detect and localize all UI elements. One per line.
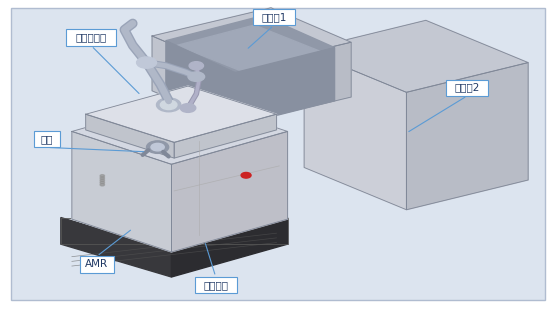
Polygon shape bbox=[72, 131, 171, 252]
FancyBboxPatch shape bbox=[195, 277, 237, 293]
Polygon shape bbox=[304, 50, 406, 210]
Polygon shape bbox=[61, 218, 171, 277]
Polygon shape bbox=[166, 16, 335, 73]
Circle shape bbox=[188, 72, 205, 81]
Polygon shape bbox=[72, 99, 288, 164]
Circle shape bbox=[180, 104, 196, 112]
Circle shape bbox=[156, 98, 181, 112]
Polygon shape bbox=[235, 48, 335, 126]
Circle shape bbox=[137, 57, 156, 68]
Polygon shape bbox=[177, 25, 324, 73]
Polygon shape bbox=[86, 86, 276, 142]
FancyBboxPatch shape bbox=[34, 131, 60, 147]
Text: 原料框2: 原料框2 bbox=[455, 83, 480, 93]
Text: 成品料框: 成品料框 bbox=[203, 280, 228, 290]
Polygon shape bbox=[171, 131, 288, 252]
Text: 协作机器人: 协作机器人 bbox=[76, 33, 107, 43]
Circle shape bbox=[100, 181, 105, 184]
Polygon shape bbox=[406, 63, 528, 210]
FancyBboxPatch shape bbox=[446, 80, 488, 96]
FancyBboxPatch shape bbox=[11, 8, 545, 300]
Polygon shape bbox=[86, 114, 174, 158]
Polygon shape bbox=[174, 114, 276, 158]
Circle shape bbox=[160, 100, 177, 110]
FancyBboxPatch shape bbox=[80, 256, 114, 273]
Text: AMR: AMR bbox=[85, 259, 108, 269]
FancyBboxPatch shape bbox=[66, 29, 116, 46]
Polygon shape bbox=[304, 20, 528, 92]
Polygon shape bbox=[171, 218, 288, 277]
Circle shape bbox=[241, 172, 251, 178]
Circle shape bbox=[100, 183, 105, 186]
Circle shape bbox=[189, 62, 204, 70]
FancyBboxPatch shape bbox=[253, 9, 295, 25]
Polygon shape bbox=[152, 8, 351, 70]
Circle shape bbox=[100, 177, 105, 179]
Circle shape bbox=[147, 141, 169, 153]
Polygon shape bbox=[166, 41, 235, 122]
Circle shape bbox=[151, 143, 164, 151]
Text: 抓手: 抓手 bbox=[41, 134, 53, 144]
Circle shape bbox=[100, 175, 105, 177]
Polygon shape bbox=[152, 36, 232, 125]
Polygon shape bbox=[232, 42, 351, 125]
Circle shape bbox=[100, 179, 105, 182]
Text: 原料框1: 原料框1 bbox=[261, 12, 286, 22]
